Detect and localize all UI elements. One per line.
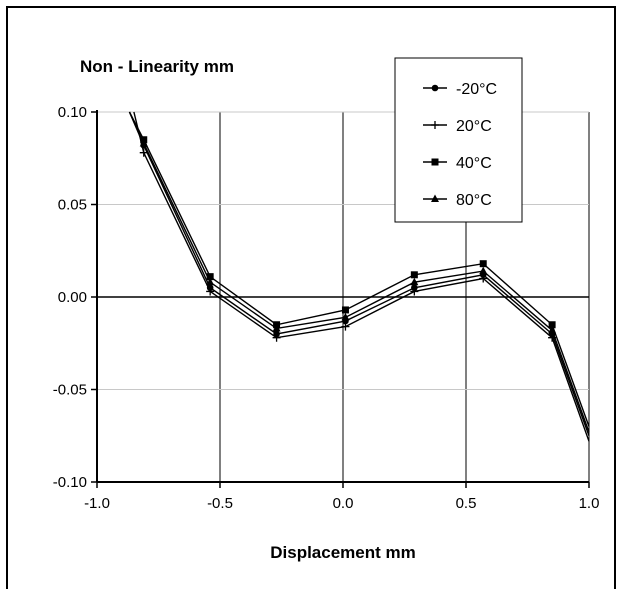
legend-marker — [431, 121, 439, 129]
y-tick-label: 0.10 — [58, 104, 87, 121]
legend-marker — [431, 158, 439, 166]
x-tick-label: -0.5 — [207, 495, 233, 512]
legend-marker — [431, 84, 439, 92]
data-point — [548, 325, 557, 334]
y-tick-label: -0.05 — [53, 382, 87, 399]
y-axis-title: Non - Linearity mm — [80, 57, 234, 76]
legend-label: -20°C — [456, 81, 497, 98]
data-point — [479, 266, 488, 275]
legend-label: 40°C — [456, 155, 492, 172]
axes — [91, 110, 590, 488]
data-point — [479, 274, 488, 283]
y-tick-label: -0.10 — [53, 474, 87, 491]
x-axis-title: Displacement mm — [270, 543, 416, 562]
series-plus — [133, 111, 590, 442]
legend-marker — [431, 194, 439, 202]
legend-label: 20°C — [456, 118, 492, 135]
series-group — [128, 111, 590, 442]
data-point — [341, 322, 350, 331]
legend-box — [394, 57, 523, 223]
data-point — [548, 321, 556, 329]
data-point — [272, 323, 281, 332]
data-point — [479, 260, 487, 268]
data-point — [206, 277, 215, 286]
data-point — [410, 277, 419, 286]
data-point — [139, 138, 148, 147]
legend: -20°C 20°C 40°C 80°C — [394, 57, 523, 223]
y-tick-label: 0.00 — [58, 289, 87, 306]
data-point — [139, 148, 148, 157]
data-point — [341, 312, 350, 321]
x-tick-label: -1.0 — [84, 495, 110, 512]
data-point — [341, 306, 349, 314]
x-tick-label: 0.0 — [333, 495, 354, 512]
data-point — [410, 287, 419, 296]
chart-frame — [6, 6, 616, 589]
data-point — [272, 333, 281, 342]
x-tick-label: 0.5 — [456, 495, 477, 512]
x-tick-label: 1.0 — [579, 495, 600, 512]
y-tick-label: 0.05 — [58, 197, 87, 214]
tick-labels: 0.10 0.05 0.00 -0.05 -0.10 -1.0 -0.5 0.0 0.5 1.0 — [53, 104, 600, 512]
data-point — [410, 271, 418, 279]
data-point — [206, 273, 214, 281]
data-point — [206, 287, 215, 296]
series-triangle — [128, 111, 590, 433]
legend-label: 80°C — [456, 192, 492, 209]
